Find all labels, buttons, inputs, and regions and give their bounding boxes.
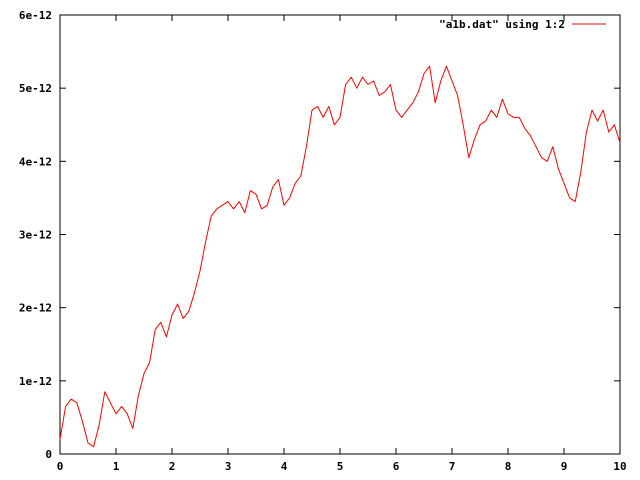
- x-axis-ticks: 0 1 2 3 4 5 6 7 8 9 10: [57, 15, 627, 473]
- y-tick-label: 6e-12: [19, 9, 52, 22]
- x-tick-label: 7: [449, 460, 456, 473]
- y-tick-label: 4e-12: [19, 155, 52, 168]
- x-tick-label: 4: [281, 460, 288, 473]
- x-tick-label: 1: [113, 460, 120, 473]
- y-tick-label: 5e-12: [19, 82, 52, 95]
- series-group: [59, 65, 621, 448]
- plot-border: [59, 14, 621, 455]
- y-tick-label: 3e-12: [19, 229, 52, 242]
- y-axis-ticks: 0 1e-12 2e-12 3e-12 4e-12 5e-12 6e-12: [19, 9, 620, 461]
- legend-label: "a1b.dat" using 1:2: [439, 18, 565, 31]
- y-tick-label: 1e-12: [19, 375, 52, 388]
- x-tick-label: 10: [613, 460, 626, 473]
- x-tick-label: 3: [225, 460, 232, 473]
- x-tick-label: 0: [57, 460, 64, 473]
- x-tick-label: 2: [169, 460, 176, 473]
- y-tick-label: 2e-12: [19, 302, 52, 315]
- y-tick-label: 0: [45, 448, 52, 461]
- x-tick-label: 6: [393, 460, 400, 473]
- x-tick-label: 5: [337, 460, 344, 473]
- x-tick-label: 8: [505, 460, 512, 473]
- legend: "a1b.dat" using 1:2: [439, 18, 606, 31]
- x-tick-label: 9: [561, 460, 568, 473]
- series-line: [59, 65, 621, 448]
